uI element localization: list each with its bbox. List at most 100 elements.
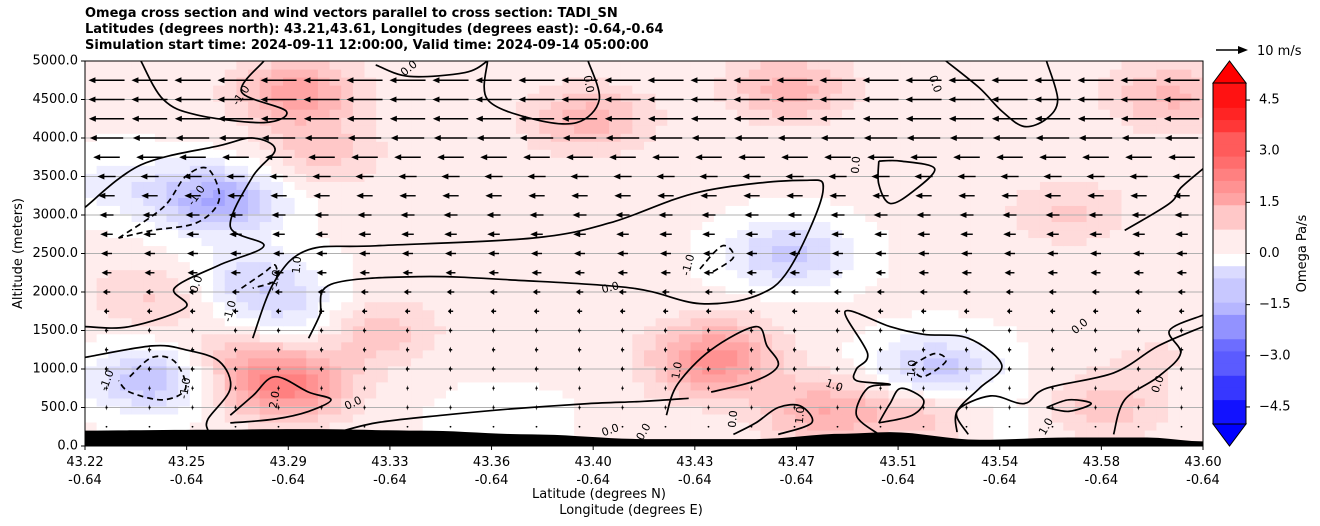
omega-cell [1133,349,1146,359]
wind-vector [1130,192,1147,199]
omega-cell [690,229,703,239]
omega-cell [644,213,657,223]
omega-cell [248,189,261,198]
omega-cell [329,301,342,311]
omega-cell [411,341,424,351]
omega-cell [446,341,459,351]
omega-cell [1168,405,1181,415]
omega-cell [1133,293,1146,303]
omega-cell [492,333,505,343]
omega-cell [1179,141,1192,150]
omega-cell [713,141,727,150]
omega-cell [201,229,214,239]
omega-cell [970,421,983,431]
omega-cell [690,317,703,327]
omega-cell [946,397,960,407]
omega-cell [108,421,121,431]
omega-cell [632,357,645,367]
omega-cell [515,69,529,78]
omega-cell [329,357,342,367]
omega-cell [923,197,936,206]
omega-cell [1191,157,1203,166]
omega-cell [387,173,401,182]
omega-cell [876,205,890,214]
omega-cell [678,381,692,391]
wind-vector [99,212,114,218]
omega-cell [1179,285,1192,295]
omega-cell [597,245,610,255]
omega-cell [562,365,575,375]
omega-cell [655,341,668,351]
omega-cell [446,245,459,255]
omega-cell [96,221,109,231]
omega-cell [970,429,983,439]
omega-cell [96,365,109,375]
omega-cell [958,149,971,158]
omega-cell [85,229,98,239]
omega-cell [387,397,401,407]
omega-cell [1191,61,1203,70]
omega-cell [795,253,808,263]
omega-cell [352,277,366,287]
omega-cell [1063,429,1076,439]
omega-cell [1098,69,1111,78]
omega-cell [1098,141,1111,150]
omega-cell [108,285,121,295]
omega-cell [970,253,983,263]
omega-cell [900,277,913,287]
omega-cell [1133,173,1146,182]
omega-cell [1063,101,1076,110]
omega-cell [958,69,971,78]
omega-cell [294,221,307,231]
omega-cell [236,205,249,214]
omega-cell [341,293,354,303]
omega-cell [399,149,412,158]
omega-cell [236,181,249,190]
omega-cell [1191,341,1203,351]
omega-cell [504,253,517,263]
omega-cell [352,365,366,375]
omega-cell [1098,421,1111,431]
omega-cell [1028,365,1041,375]
omega-cell [760,389,773,399]
omega-cell [154,413,168,423]
omega-cell [96,149,109,158]
omega-cell [411,285,424,295]
omega-cell [154,157,168,166]
omega-cell [772,333,785,343]
omega-cell [387,213,401,223]
omega-cell [876,389,890,399]
omega-cell [772,253,785,263]
omega-cell [562,173,575,182]
contour-line-level [483,61,601,125]
omega-cell [900,125,913,134]
omega-cell [783,77,796,86]
omega-cell [667,365,680,375]
omega-cell [1051,309,1064,319]
omega-cell [539,261,552,271]
omega-cell [1005,61,1018,70]
omega-cell [981,365,994,375]
omega-cell [143,165,156,174]
omega-cell [667,165,680,174]
omega-cell [1179,429,1192,439]
omega-cell [935,285,948,295]
omega-cell [469,293,482,303]
omega-cell [1028,373,1041,383]
omega-cell [1121,397,1134,407]
omega-cell [911,205,925,214]
omega-cell [364,109,377,118]
omega-cell [644,381,657,391]
omega-cell [690,101,703,110]
omega-cell [1005,333,1018,343]
wind-vector [1131,212,1146,218]
omega-cell [888,405,901,415]
omega-cell [935,365,948,375]
omega-cell [841,333,855,343]
omega-cell [1121,157,1134,166]
omega-cell [492,349,505,359]
omega-cell [306,253,319,263]
omega-cell [539,341,552,351]
omega-cell [1051,149,1064,158]
